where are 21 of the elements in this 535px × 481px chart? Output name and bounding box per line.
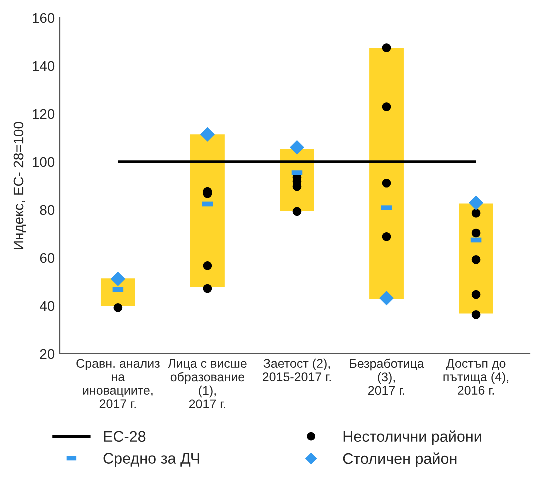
x-tick-label: Достъп до пътища (4), 2016 г.	[444, 359, 509, 395]
x-tick-label: Безработица (3), 2017 г.	[350, 358, 424, 396]
legend-label: Средно за ДЧ	[104, 453, 200, 467]
y-tick-label: 20	[40, 349, 55, 360]
legend-label: Нестолични райони	[344, 430, 482, 446]
x-tick-label: Заетост (2), 2015-2017 г.	[262, 358, 331, 382]
y-tick-label: 100	[33, 157, 55, 168]
y-tick-label: 120	[33, 109, 55, 120]
y-tick-label: 60	[40, 253, 55, 264]
legend-label: ЕС-28	[104, 431, 146, 442]
y-tick-label: 80	[40, 205, 55, 216]
y-tick-label: 140	[33, 61, 55, 72]
bar	[458, 202, 495, 316]
y-axis-title: Индекс, ЕС- 28=100	[14, 122, 26, 250]
bar	[189, 133, 226, 288]
legend-label: Столичен район	[343, 452, 457, 468]
x-tick-label: Лица с висше образование (1), 2017 г.	[168, 359, 247, 409]
bar	[368, 47, 406, 300]
x-tick-label: Сравн. анализ на иновациите, 2017 г.	[76, 359, 160, 408]
y-tick-label: 40	[40, 301, 55, 312]
y-tick-label: 160	[33, 13, 55, 24]
